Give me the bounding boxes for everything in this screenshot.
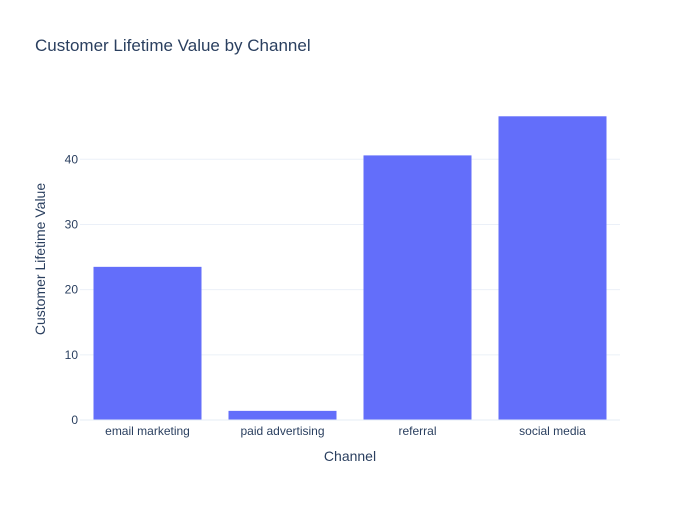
chart-title: Customer Lifetime Value by Channel — [35, 36, 311, 55]
y-axis-label: Customer Lifetime Value — [32, 183, 48, 335]
bar-paid-advertising[interactable] — [228, 410, 337, 420]
y-tick-label: 30 — [65, 217, 79, 231]
x-tick-label: email marketing — [105, 424, 190, 438]
y-tick-label: 10 — [65, 348, 79, 362]
x-tick-label: paid advertising — [240, 424, 324, 438]
y-tick-labels: 0 10 20 30 40 — [65, 152, 79, 427]
y-tick-label: 20 — [65, 283, 79, 297]
y-tick-label: 40 — [65, 152, 79, 166]
y-tick-label: 0 — [71, 413, 78, 427]
x-axis-label: Channel — [324, 448, 376, 464]
x-tick-labels: email marketing paid advertising referral s… — [105, 424, 586, 438]
bar-referral[interactable] — [363, 155, 472, 420]
bars — [93, 116, 607, 421]
x-tick-label: social media — [519, 424, 586, 438]
x-tick-label: referral — [398, 424, 436, 438]
bar-social-media[interactable] — [498, 116, 607, 421]
bar-email-marketing[interactable] — [93, 266, 202, 420]
